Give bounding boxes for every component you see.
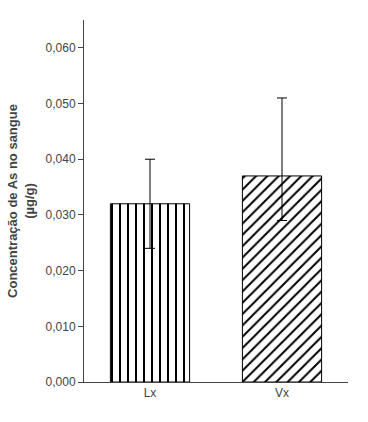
svg-text:Lx: Lx xyxy=(144,386,157,400)
svg-text:0,000: 0,000 xyxy=(46,375,76,389)
svg-text:0,020: 0,020 xyxy=(46,264,76,278)
svg-text:Vx: Vx xyxy=(275,386,289,400)
svg-text:0,010: 0,010 xyxy=(46,320,76,334)
svg-text:Concentração de As no sangue(µ: Concentração de As no sangue(µg/g) xyxy=(5,104,37,298)
svg-text:0,060: 0,060 xyxy=(46,41,76,55)
svg-text:0,030: 0,030 xyxy=(46,208,76,222)
svg-text:0,040: 0,040 xyxy=(46,152,76,166)
svg-text:0,050: 0,050 xyxy=(46,97,76,111)
